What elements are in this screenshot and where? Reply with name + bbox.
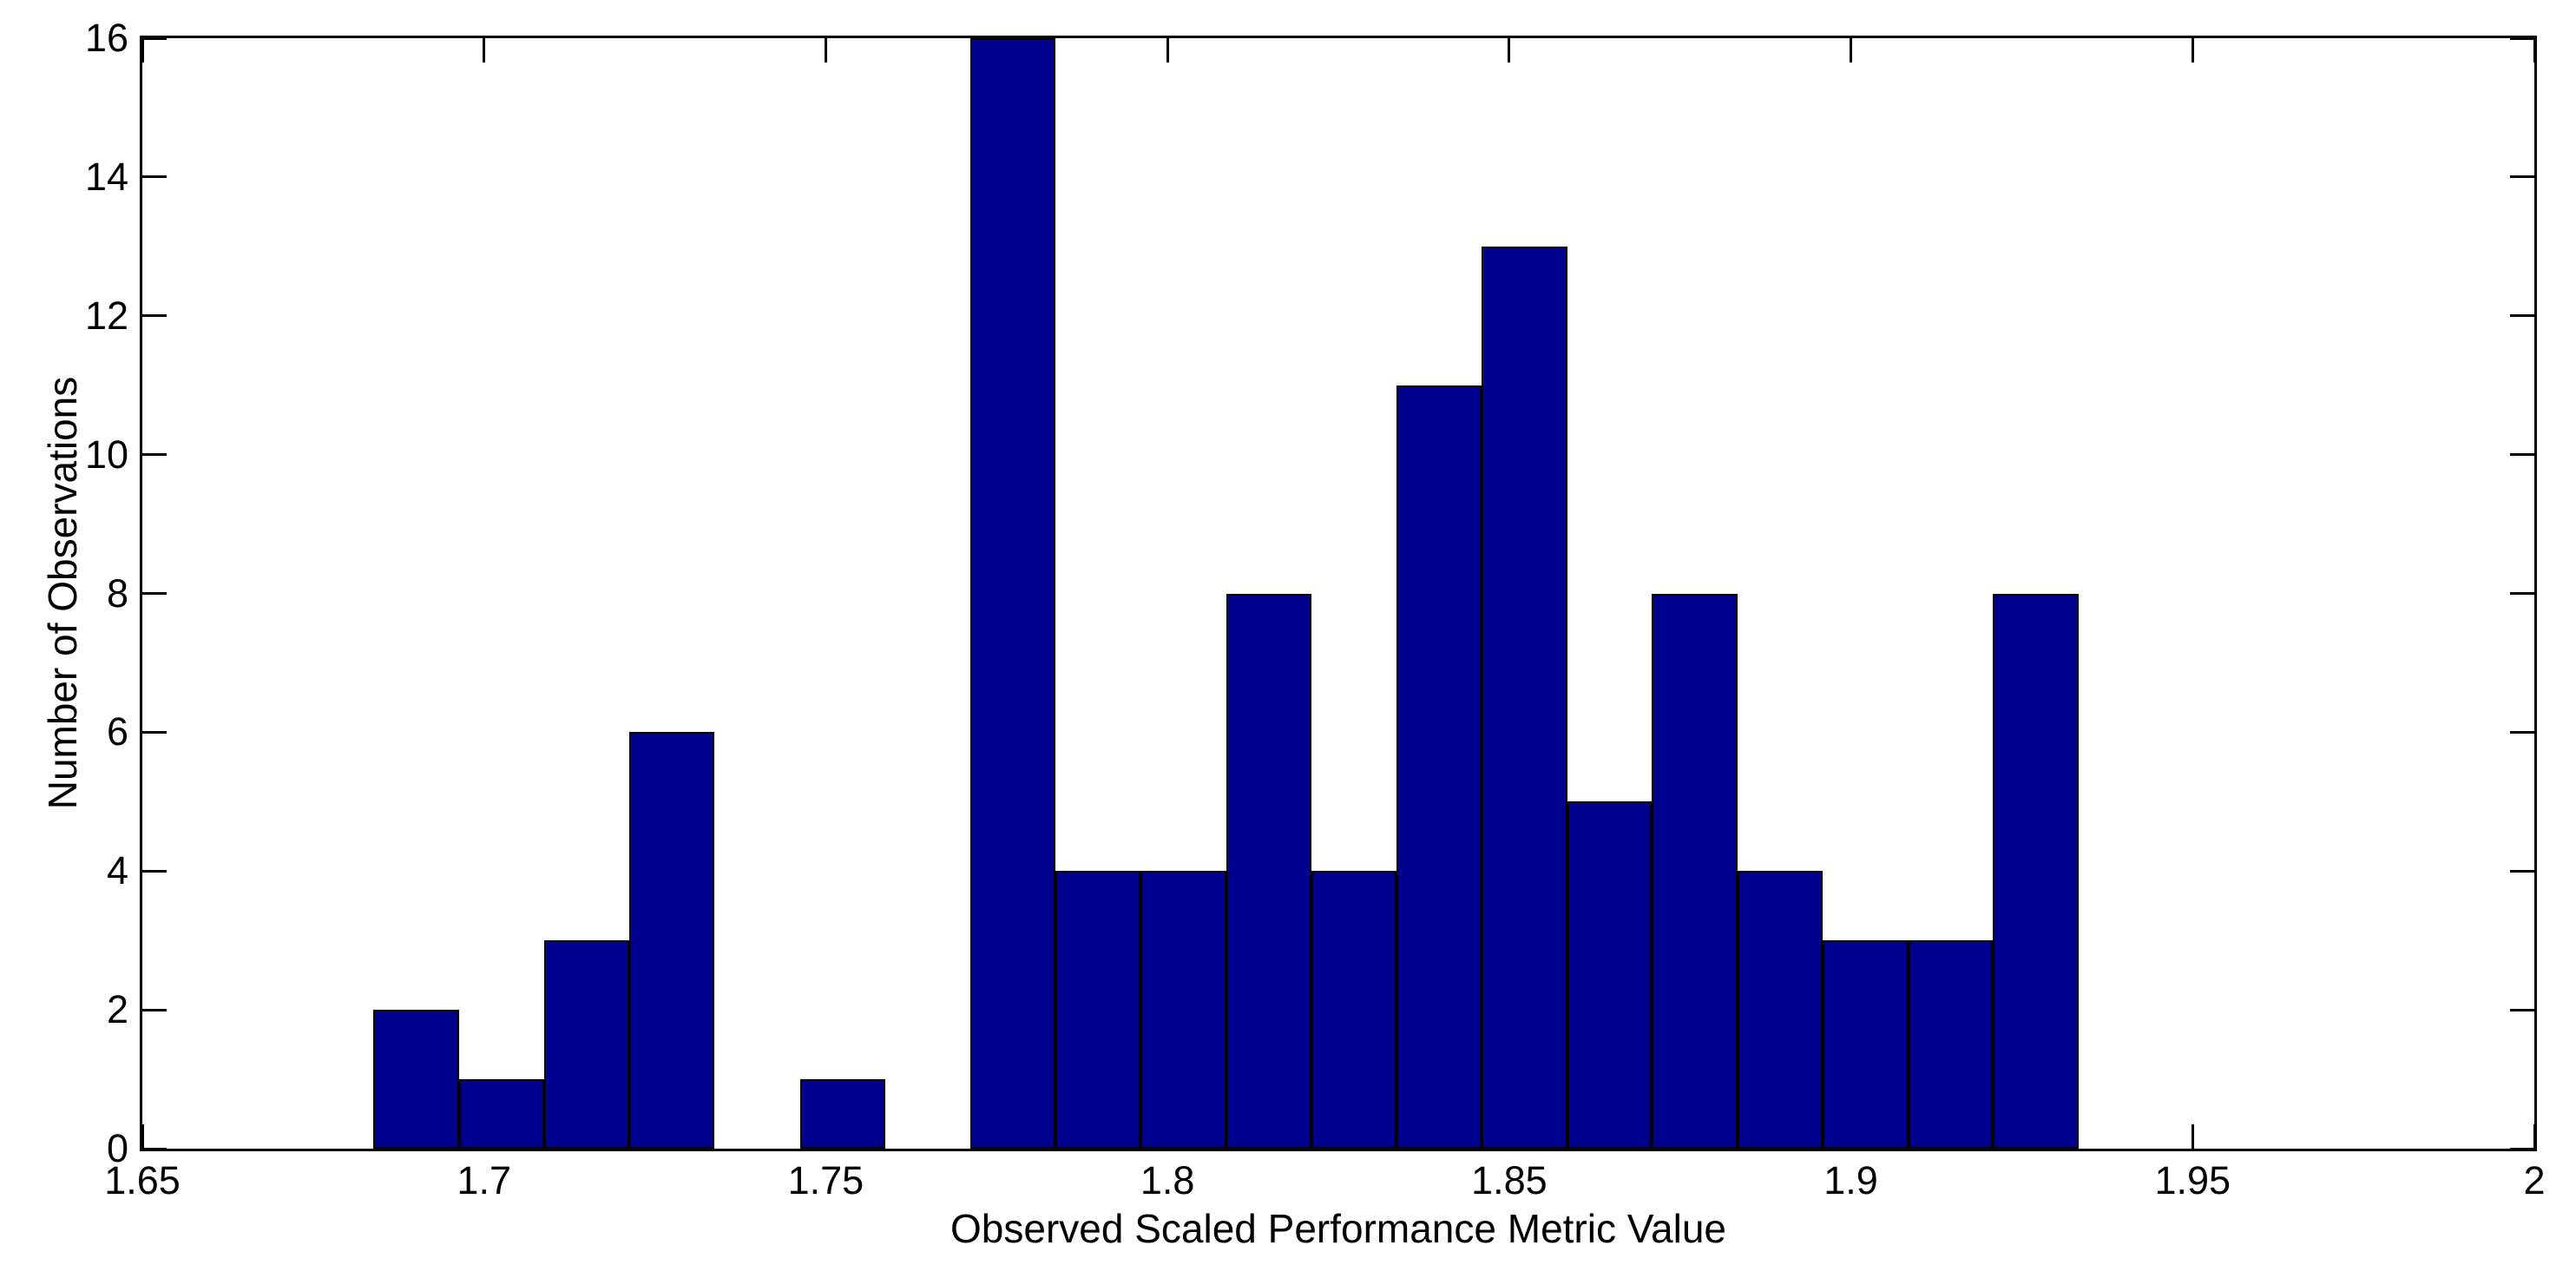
histogram-bar: [1823, 940, 1909, 1149]
x-axis-label: Observed Scaled Performance Metric Value: [950, 1206, 1726, 1251]
y-tick-mark: [2510, 592, 2534, 595]
x-tick-label: 1.8: [1140, 1158, 1195, 1202]
x-tick-label: 1.9: [1824, 1158, 1878, 1202]
histogram-bar: [373, 1010, 459, 1149]
x-tick-label: 1.85: [1471, 1158, 1548, 1202]
histogram-bar: [1652, 593, 1738, 1149]
y-tick-mark: [142, 453, 167, 457]
y-tick-mark: [142, 869, 167, 873]
x-tick-label: 1.75: [787, 1158, 864, 1202]
y-tick-mark: [2510, 730, 2534, 734]
y-tick-label: 2: [106, 987, 128, 1032]
y-tick-label: 10: [84, 432, 128, 477]
x-tick-mark: [824, 38, 827, 63]
y-tick-mark: [2510, 1008, 2534, 1011]
x-tick-label: 1.7: [457, 1158, 511, 1202]
x-tick-mark: [1850, 38, 1853, 63]
histogram-bar: [1482, 246, 1567, 1149]
y-tick-mark: [142, 1147, 167, 1150]
y-tick-mark: [2510, 1147, 2534, 1150]
y-tick-mark: [2510, 869, 2534, 873]
x-tick-mark: [2191, 38, 2194, 63]
histogram-bar: [628, 732, 715, 1149]
histogram-bar: [1567, 801, 1653, 1149]
plot-area: [140, 36, 2537, 1151]
histogram-bar: [1908, 940, 1994, 1149]
x-tick-mark: [483, 38, 486, 63]
y-tick-label: 0: [106, 1126, 128, 1170]
y-tick-mark: [2510, 453, 2534, 457]
histogram-bar: [1055, 871, 1141, 1149]
x-tick-mark: [2191, 1124, 2194, 1149]
histogram-bar: [969, 38, 1055, 1149]
x-tick-mark: [141, 1124, 144, 1149]
histogram-bar: [544, 940, 629, 1149]
y-tick-mark: [142, 1008, 167, 1011]
x-tick-label: 2: [2523, 1158, 2546, 1202]
x-tick-mark: [2533, 38, 2536, 63]
y-tick-mark: [142, 730, 167, 734]
y-tick-mark: [142, 314, 167, 318]
histogram-bar: [1396, 385, 1482, 1149]
x-tick-mark: [2533, 1124, 2536, 1149]
y-tick-label: 6: [106, 709, 128, 754]
histogram-bar: [1226, 593, 1311, 1149]
y-tick-mark: [2510, 36, 2534, 40]
histogram-bar: [458, 1079, 544, 1149]
histogram-bar: [1737, 871, 1824, 1149]
x-tick-mark: [1166, 38, 1169, 63]
y-tick-mark: [142, 592, 167, 595]
histogram-bar: [1993, 593, 2079, 1149]
y-tick-mark: [2510, 175, 2534, 179]
y-tick-label: 12: [84, 293, 128, 338]
histogram-bar: [1311, 871, 1396, 1149]
y-tick-label: 14: [84, 154, 128, 199]
y-tick-mark: [142, 175, 167, 179]
y-tick-mark: [2510, 314, 2534, 318]
histogram-bar: [799, 1079, 885, 1149]
x-tick-mark: [1508, 38, 1511, 63]
x-tick-label: 1.95: [2154, 1158, 2231, 1202]
x-tick-label: 1.65: [104, 1158, 181, 1202]
x-tick-mark: [141, 38, 144, 63]
histogram-bar: [1140, 871, 1226, 1149]
y-tick-mark: [142, 36, 167, 40]
y-tick-label: 4: [106, 848, 128, 893]
y-tick-label: 8: [106, 570, 128, 616]
y-tick-label: 16: [84, 16, 128, 60]
